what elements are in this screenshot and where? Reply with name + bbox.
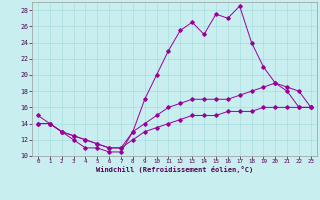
X-axis label: Windchill (Refroidissement éolien,°C): Windchill (Refroidissement éolien,°C) — [96, 166, 253, 173]
